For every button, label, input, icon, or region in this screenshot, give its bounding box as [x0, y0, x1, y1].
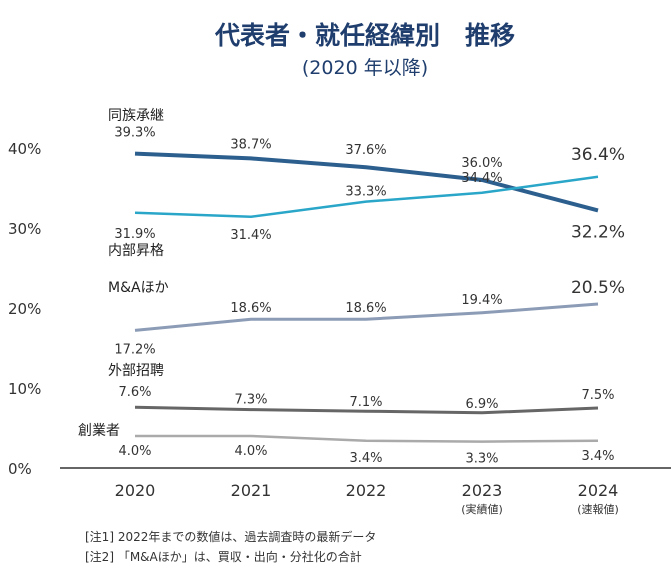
- x-tick-sublabel: (速報値): [577, 503, 619, 516]
- data-label: 31.4%: [230, 228, 271, 243]
- note-2: [注2] 「M&Aほか」は、買収・出向・分社化の合計: [85, 550, 362, 564]
- data-label: 17.2%: [114, 342, 155, 357]
- data-label: 18.6%: [230, 301, 271, 316]
- data-label: 3.4%: [349, 451, 382, 466]
- data-label: 38.7%: [230, 137, 271, 152]
- data-label: 6.9%: [465, 397, 498, 412]
- chart-title: 代表者・就任経緯別 推移: [214, 21, 515, 50]
- y-tick-label: 10%: [8, 380, 41, 398]
- data-label: 4.0%: [118, 444, 151, 459]
- data-label: 7.6%: [118, 385, 151, 400]
- series-name-label: M&Aほか: [108, 280, 169, 296]
- series-line: [134, 175, 599, 219]
- note-1: [注1] 2022年までの数値は、過去調査時の最新データ: [85, 530, 377, 544]
- series-line: [135, 434, 599, 443]
- x-tick-label: 2024: [578, 481, 619, 500]
- data-label: 4.0%: [234, 444, 267, 459]
- series-line: [134, 302, 599, 332]
- data-label: 7.3%: [234, 393, 267, 408]
- data-label: 36.0%: [461, 156, 502, 171]
- y-tick-label: 30%: [8, 220, 41, 238]
- y-tick-label: 0%: [8, 460, 32, 478]
- x-tick-label: 2023: [462, 481, 503, 500]
- x-tick-label: 2020: [115, 481, 156, 500]
- x-tick-label: 2022: [346, 481, 387, 500]
- data-label: 32.2%: [571, 222, 625, 242]
- series-name-label: 創業者: [78, 423, 120, 439]
- data-label: 7.5%: [581, 388, 614, 403]
- series-name-label: 外部招聘: [108, 363, 164, 379]
- series-name-label: 同族承継: [108, 108, 164, 124]
- data-label: 3.3%: [465, 452, 498, 467]
- y-tick-label: 20%: [8, 300, 41, 318]
- data-label: 18.6%: [345, 301, 386, 316]
- data-label: 33.3%: [345, 185, 386, 200]
- data-label: 37.6%: [345, 143, 386, 158]
- data-label: 7.1%: [349, 395, 382, 410]
- x-tick-label: 2021: [231, 481, 272, 500]
- chart-subtitle: (2020 年以降): [301, 57, 429, 79]
- data-label: 31.9%: [114, 227, 155, 242]
- series-line: [134, 151, 599, 213]
- data-label: 20.5%: [571, 278, 625, 298]
- data-label: 3.4%: [581, 449, 614, 464]
- data-label: 19.4%: [461, 293, 502, 308]
- y-tick-label: 40%: [8, 140, 41, 158]
- data-label: 34.4%: [461, 171, 502, 186]
- data-label: 36.4%: [571, 145, 625, 165]
- data-label: 39.3%: [114, 126, 155, 141]
- series-line: [134, 405, 599, 415]
- x-tick-sublabel: (実績値): [461, 502, 503, 516]
- series-name-label: 内部昇格: [108, 243, 164, 259]
